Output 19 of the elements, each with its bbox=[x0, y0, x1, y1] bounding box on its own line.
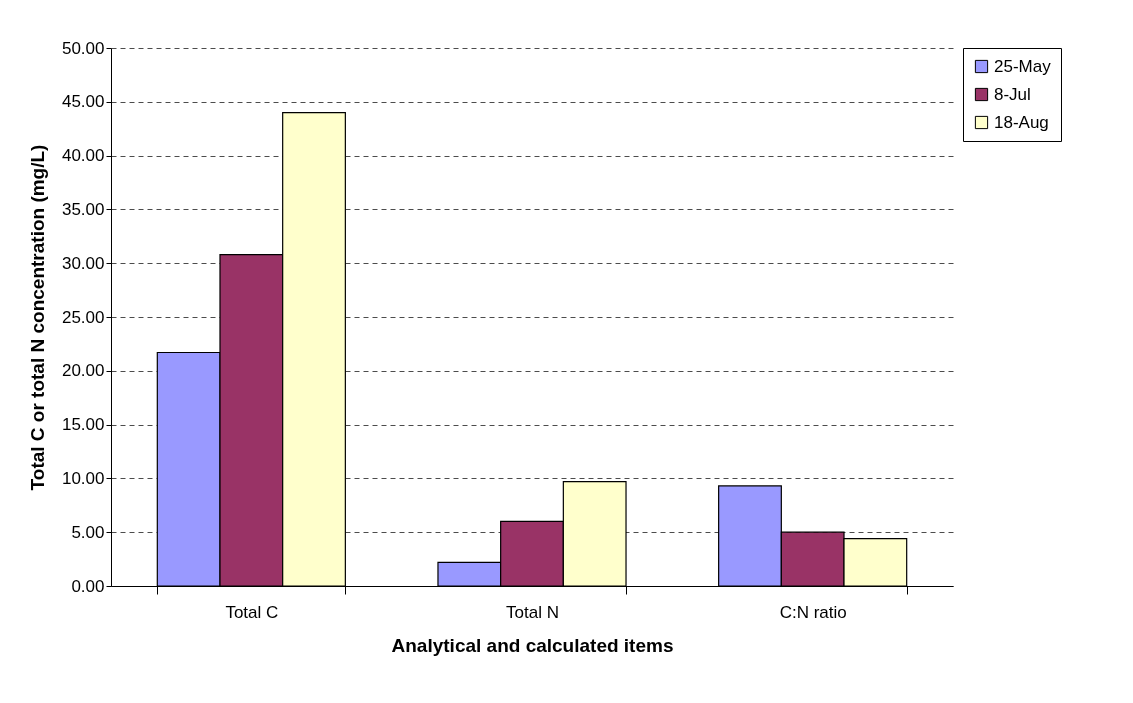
x-tick-label: Total C bbox=[225, 602, 279, 622]
y-tick-label: 25.00 bbox=[61, 307, 105, 327]
y-tick-label: 45.00 bbox=[61, 92, 105, 112]
legend-label: 18-Aug bbox=[994, 112, 1049, 132]
x-axis-title: Analytical and calculated items bbox=[391, 634, 674, 656]
legend-label: 25-May bbox=[994, 56, 1052, 76]
y-tick-label: 35.00 bbox=[61, 199, 105, 219]
y-tick-label: 5.00 bbox=[71, 522, 105, 542]
y-tick-label: 15.00 bbox=[61, 415, 105, 435]
x-tick-label: Total N bbox=[506, 602, 559, 622]
y-tick-label: 40.00 bbox=[61, 146, 105, 166]
y-tick-label: 30.00 bbox=[61, 253, 105, 273]
x-tick-label: C:N ratio bbox=[779, 602, 847, 622]
legend-label: 8-Jul bbox=[994, 84, 1031, 104]
y-axis-title: Total C or total N concentration (mg/L) bbox=[26, 144, 48, 491]
y-tick-label: 50.00 bbox=[61, 38, 105, 58]
y-tick-label: 0.00 bbox=[71, 576, 105, 596]
y-tick-label: 20.00 bbox=[61, 361, 105, 381]
y-tick-label: 10.00 bbox=[61, 468, 105, 488]
